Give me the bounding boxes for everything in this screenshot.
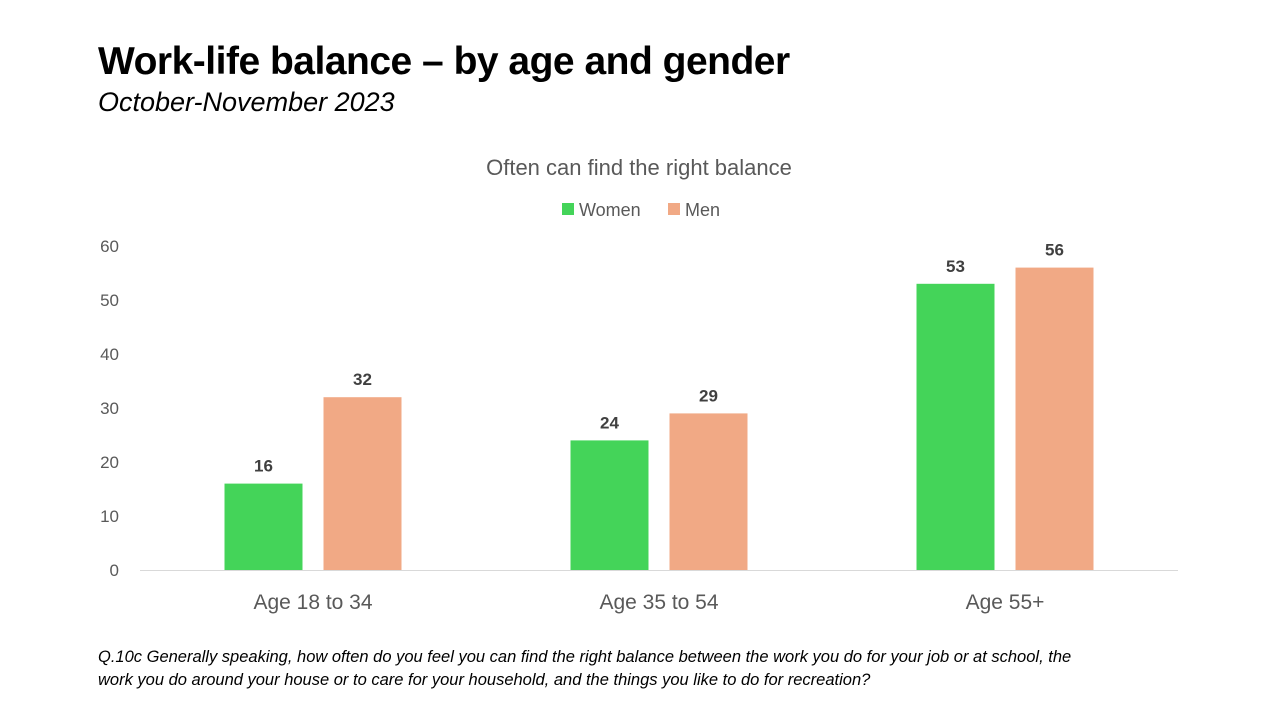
- x-tick-label: Age 18 to 34: [253, 591, 372, 614]
- y-tick-label: 10: [100, 507, 119, 526]
- footnote-line-1: Q.10c Generally speaking, how often do y…: [98, 648, 1072, 666]
- legend-swatch-men: [668, 203, 680, 215]
- data-label: 32: [353, 370, 372, 389]
- x-tick-label: Age 55+: [966, 591, 1045, 614]
- y-tick-label: 30: [100, 399, 119, 418]
- y-tick-label: 50: [100, 291, 119, 310]
- bar-men-1: [323, 397, 402, 570]
- bar-men-3: [1015, 267, 1094, 570]
- bar-women-3: [916, 283, 995, 570]
- slide-title: Work-life balance – by age and gender: [98, 40, 790, 83]
- legend-label-women: Women: [579, 200, 641, 220]
- y-tick-label: 0: [110, 561, 119, 580]
- y-tick-label: 60: [100, 237, 119, 256]
- chart-legend: Women Men: [562, 200, 720, 220]
- bar-women-2: [570, 440, 649, 570]
- footnote: Q.10c Generally speaking, how often do y…: [98, 646, 1198, 692]
- slide-subtitle: October-November 2023: [98, 87, 395, 117]
- x-tick-label: Age 35 to 54: [599, 591, 718, 614]
- bar-chart: Often can find the right balance Women Me…: [100, 155, 1178, 614]
- bar-women-1: [224, 483, 303, 570]
- data-labels-group: 16 32 24 29 53 56: [254, 241, 1064, 476]
- bar-men-2: [669, 413, 748, 570]
- y-tick-label: 40: [100, 345, 119, 364]
- chart-title: Often can find the right balance: [486, 155, 792, 180]
- data-label: 24: [600, 413, 619, 432]
- x-axis: Age 18 to 34 Age 35 to 54 Age 55+: [253, 591, 1044, 614]
- footnote-line-2: work you do around your house or to care…: [98, 671, 871, 689]
- legend-swatch-women: [562, 203, 574, 215]
- legend-label-men: Men: [685, 200, 720, 220]
- y-axis: 0 10 20 30 40 50 60: [100, 237, 119, 580]
- data-label: 56: [1045, 241, 1064, 260]
- data-label: 53: [946, 257, 965, 276]
- data-label: 16: [254, 457, 273, 476]
- y-tick-label: 20: [100, 453, 119, 472]
- bars-group: [224, 267, 1094, 570]
- data-label: 29: [699, 386, 718, 405]
